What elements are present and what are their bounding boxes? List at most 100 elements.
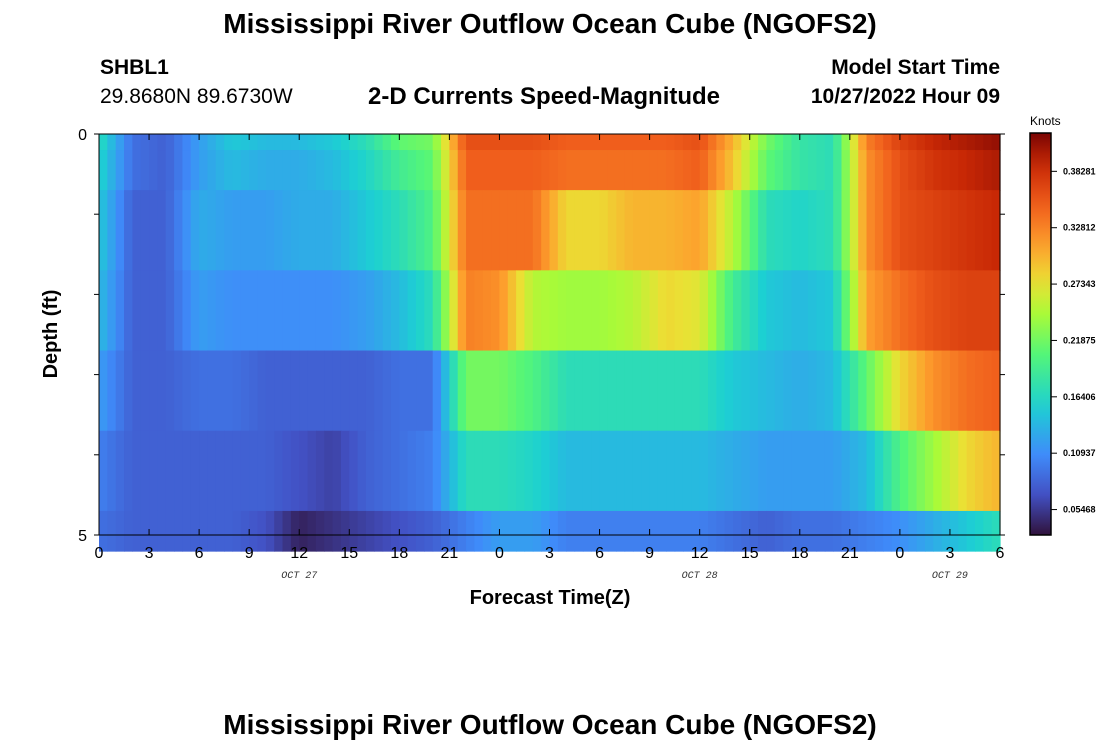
heatmap-cell	[265, 350, 275, 432]
heatmap-cell	[691, 134, 701, 151]
heatmap-cell	[449, 350, 459, 432]
heatmap-cell	[240, 430, 250, 512]
heatmap-cell	[891, 134, 901, 151]
heatmap-cell	[107, 270, 117, 352]
heatmap-cell	[916, 150, 926, 191]
heatmap-cell	[908, 350, 918, 432]
heatmap-cell	[616, 510, 626, 552]
heatmap-cell	[374, 134, 384, 151]
heatmap-cell	[507, 350, 517, 432]
heatmap-cell	[691, 430, 701, 512]
heatmap-cell	[541, 510, 551, 552]
heatmap-cell	[749, 150, 759, 191]
heatmap-cell	[591, 430, 601, 512]
heatmap-cell	[849, 190, 859, 271]
heatmap-cell	[516, 510, 526, 552]
heatmap-cell	[808, 430, 818, 512]
heatmap-cell	[974, 190, 984, 271]
heatmap-cell	[249, 510, 259, 552]
heatmap-cell	[582, 190, 592, 271]
heatmap-cell	[365, 150, 375, 191]
heatmap-cell	[557, 350, 567, 432]
heatmap-cell	[624, 350, 634, 432]
heatmap-cell	[274, 190, 284, 271]
heatmap-cell	[432, 510, 442, 552]
heatmap-cell	[416, 350, 425, 432]
heatmap-cell	[424, 270, 434, 352]
heatmap-cell	[315, 510, 325, 552]
heatmap-cell	[324, 430, 334, 512]
heatmap-cell	[649, 190, 659, 271]
heatmap-cell	[416, 190, 425, 271]
heatmap-cell	[299, 430, 309, 512]
heatmap-cell	[991, 134, 1001, 151]
heatmap-cell	[841, 190, 851, 271]
heatmap-cell	[307, 150, 317, 191]
heatmap-cell	[399, 350, 409, 432]
heatmap-cell	[424, 150, 434, 191]
heatmap-cell	[866, 510, 876, 552]
heatmap-cell	[240, 190, 250, 271]
heatmap-cell	[733, 270, 742, 352]
heatmap-cell	[833, 150, 843, 191]
x-tick-label: 15	[741, 545, 759, 562]
heatmap-cell	[124, 430, 133, 512]
heatmap-cell	[240, 150, 250, 191]
heatmap-cell	[841, 510, 851, 552]
heatmap-cell	[841, 134, 851, 151]
heatmap-cell	[849, 510, 859, 552]
heatmap-cell	[107, 134, 117, 151]
heatmap-cell	[541, 150, 551, 191]
heatmap-cell	[190, 150, 200, 191]
heatmap-cell	[791, 270, 801, 352]
heatmap-cell	[507, 270, 517, 352]
heatmap-cell	[491, 270, 501, 352]
heatmap-cell	[916, 430, 926, 512]
heatmap-cell	[941, 510, 951, 552]
heatmap-cell	[791, 190, 801, 271]
heatmap-cell	[482, 270, 492, 352]
heatmap-cell	[307, 190, 317, 271]
heatmap-cell	[140, 150, 150, 191]
heatmap-cell	[357, 350, 367, 432]
heatmap-cell	[974, 510, 984, 552]
heatmap-cell	[199, 150, 209, 191]
heatmap-cell	[424, 510, 434, 552]
heatmap-cell	[908, 190, 918, 271]
heatmap-cell	[524, 350, 534, 432]
heatmap-cell	[532, 430, 542, 512]
heatmap-cell	[390, 134, 400, 151]
heatmap-cell	[107, 150, 117, 191]
x-tick-label: 21	[440, 545, 458, 562]
heatmap-cell	[841, 270, 851, 352]
heatmap-cell	[899, 270, 909, 352]
heatmap-cell	[307, 134, 317, 151]
heatmap-cell	[265, 134, 275, 151]
heatmap-cell	[340, 430, 350, 512]
heatmap-cell	[332, 134, 342, 151]
heatmap-cell	[265, 430, 275, 512]
heatmap-cell	[899, 150, 909, 191]
heatmap-cell	[115, 350, 125, 432]
heatmap-cell	[249, 134, 259, 151]
heatmap-cell	[474, 190, 484, 271]
heatmap-cell	[124, 150, 133, 191]
heatmap-cell	[349, 134, 359, 151]
heatmap-cell	[174, 134, 184, 151]
heatmap-cell	[582, 350, 592, 432]
heatmap-cell	[299, 190, 309, 271]
heatmap-cell	[641, 190, 651, 271]
heatmap-cell	[390, 150, 400, 191]
date-label: OCT 28	[682, 571, 718, 582]
heatmap-cell	[99, 150, 108, 191]
colorbar-tick-label: 0.21875	[1063, 335, 1096, 345]
heatmap-cell	[290, 350, 300, 432]
heatmap-cell	[224, 134, 234, 151]
heatmap-cell	[324, 190, 334, 271]
heatmap-cell	[858, 430, 868, 512]
heatmap-cell	[682, 350, 692, 432]
heatmap-cell	[891, 510, 901, 552]
heatmap-cell	[541, 134, 551, 151]
heatmap-cell	[624, 510, 634, 552]
heatmap-cell	[307, 350, 317, 432]
